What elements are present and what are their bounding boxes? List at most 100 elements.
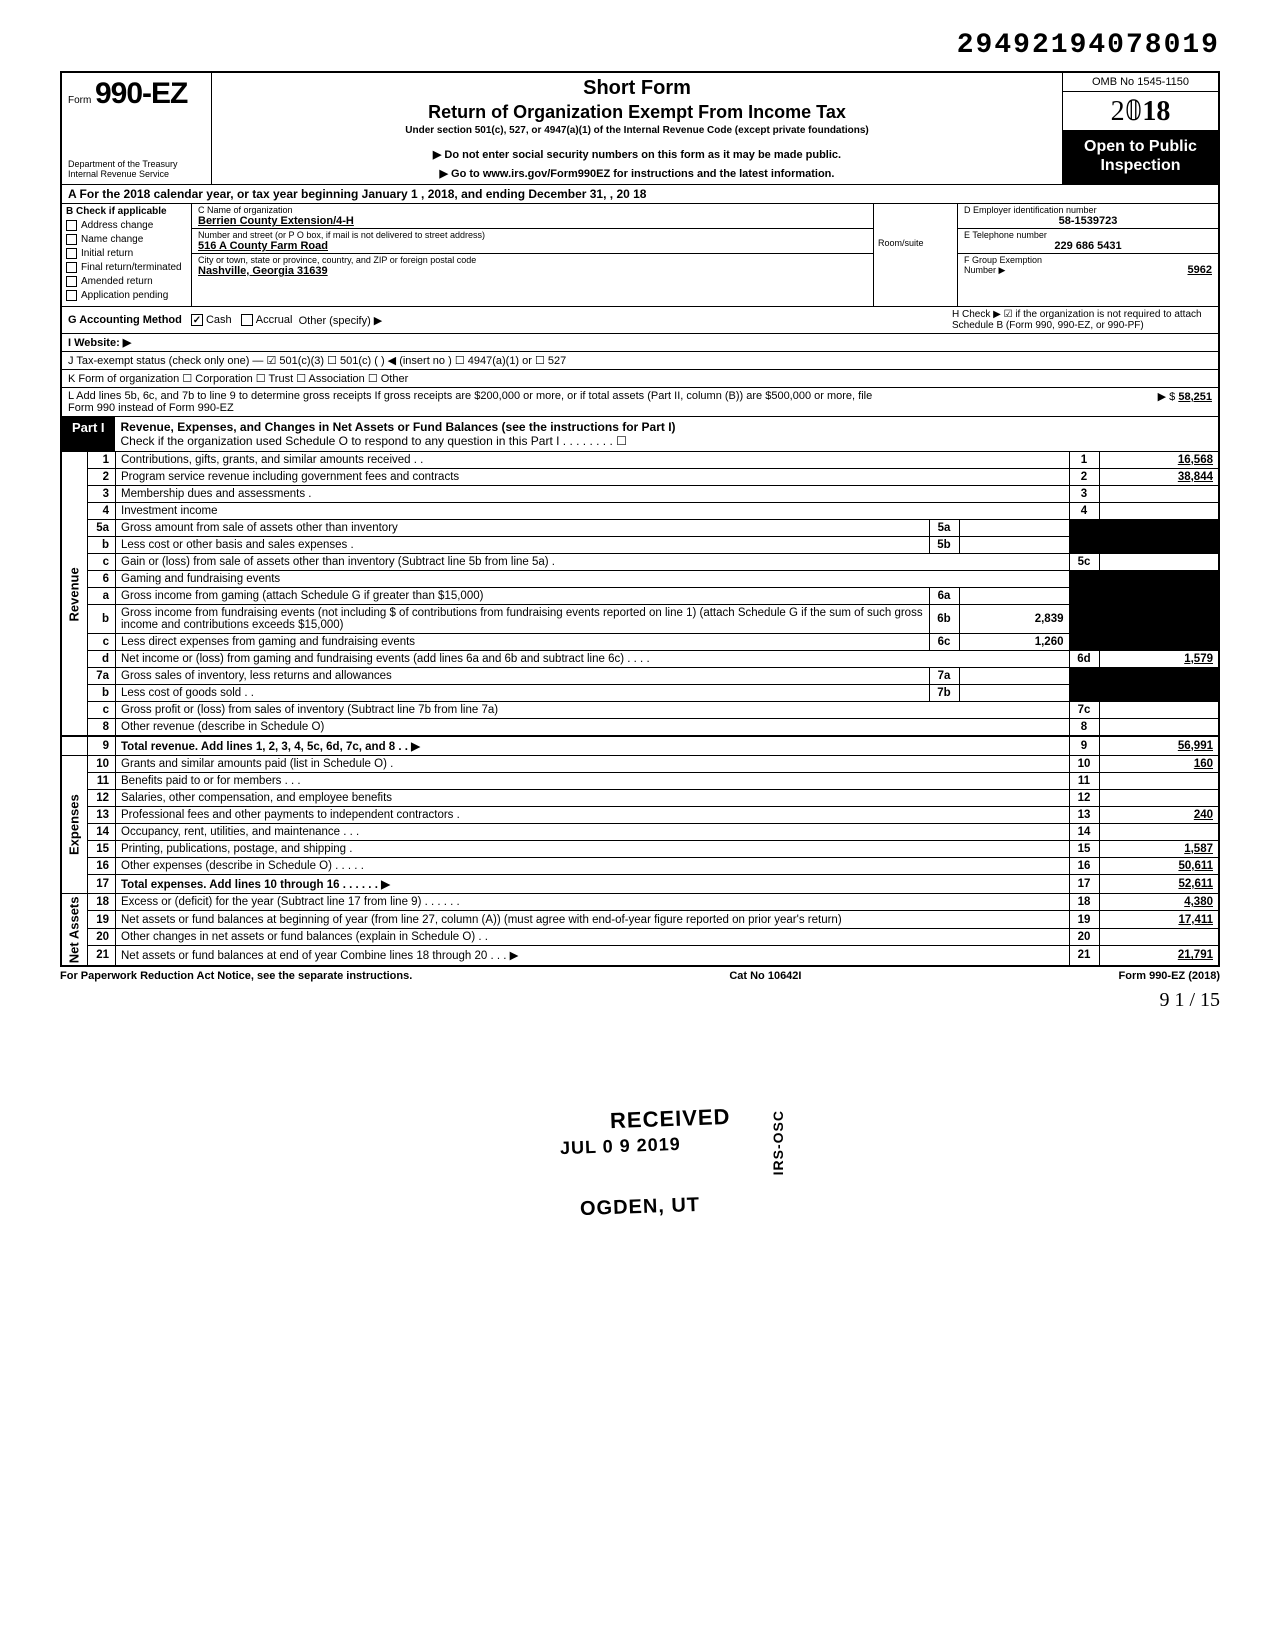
line-10-desc: Grants and similar amounts paid (list in…	[116, 756, 1070, 773]
line-14-num: 14	[88, 824, 116, 841]
label-application-pending: Application pending	[81, 290, 168, 301]
line-17-rn: 17	[1069, 875, 1099, 894]
checkbox-accrual[interactable]	[241, 314, 253, 326]
line-4-val	[1099, 503, 1219, 520]
form-prefix: Form	[68, 95, 91, 106]
line-4-rn: 4	[1069, 503, 1099, 520]
line-6d-desc: Net income or (loss) from gaming and fun…	[116, 651, 1070, 668]
line-11-num: 11	[88, 773, 116, 790]
line-9-desc: Total revenue. Add lines 1, 2, 3, 4, 5c,…	[121, 741, 420, 753]
line-4-desc: Investment income	[116, 503, 1070, 520]
side-netassets: Net Assets	[61, 894, 88, 966]
line-18-rn: 18	[1069, 894, 1099, 911]
line-5b-sv	[959, 537, 1069, 554]
line-12-num: 12	[88, 790, 116, 807]
footer-left: For Paperwork Reduction Act Notice, see …	[60, 970, 412, 982]
line-2-num: 2	[88, 469, 116, 486]
line-5a-sv	[959, 520, 1069, 537]
line-7a-sv	[959, 668, 1069, 685]
line-18-desc: Excess or (deficit) for the year (Subtra…	[116, 894, 1070, 911]
label-address-change: Address change	[81, 220, 153, 231]
line-18-num: 18	[88, 894, 116, 911]
spacer-rev	[61, 736, 88, 756]
checkbox-initial-return[interactable]	[66, 248, 77, 259]
part1-title: Revenue, Expenses, and Changes in Net As…	[121, 420, 1212, 434]
line-13-desc: Professional fees and other payments to …	[116, 807, 1070, 824]
line-7b-sn: 7b	[929, 685, 959, 702]
section-c: C Name of organization Berrien County Ex…	[192, 204, 873, 306]
line-6d-num: d	[88, 651, 116, 668]
phone-value: 229 686 5431	[964, 240, 1212, 252]
line-10-val: 160	[1099, 756, 1219, 773]
checkbox-cash[interactable]: ✓	[191, 314, 203, 326]
street-label: Number and street (or P O box, if mail i…	[198, 230, 867, 240]
line-6c-desc: Less direct expenses from gaming and fun…	[116, 634, 930, 651]
checkbox-address-change[interactable]	[66, 220, 77, 231]
footer-mid: Cat No 10642I	[729, 970, 801, 982]
line-4-num: 4	[88, 503, 116, 520]
row-l-value: 58,251	[1178, 391, 1212, 403]
org-name: Berrien County Extension/4-H	[198, 215, 354, 227]
line-6c-sv: 1,260	[959, 634, 1069, 651]
phone-label: E Telephone number	[964, 230, 1212, 240]
line-5c-num: c	[88, 554, 116, 571]
checkbox-final-return[interactable]	[66, 262, 77, 273]
line-10-rn: 10	[1069, 756, 1099, 773]
shaded-5ab-v	[1099, 520, 1219, 554]
line-7b-desc: Less cost of goods sold . .	[116, 685, 930, 702]
line-14-val	[1099, 824, 1219, 841]
row-g-h: G Accounting Method ✓Cash Accrual Other …	[60, 306, 1220, 333]
line-3-desc: Membership dues and assessments .	[116, 486, 1070, 503]
year-digits: 18	[1142, 96, 1170, 127]
do-not-enter: ▶ Do not enter social security numbers o…	[220, 148, 1054, 161]
footer: For Paperwork Reduction Act Notice, see …	[60, 967, 1220, 985]
part1-table: Revenue 1 Contributions, gifts, grants, …	[60, 451, 1220, 967]
line-15-rn: 15	[1069, 841, 1099, 858]
line-6b-desc: Gross income from fundraising events (no…	[116, 605, 930, 634]
shaded-5ab	[1069, 520, 1099, 554]
line-6a-sv	[959, 588, 1069, 605]
line-8-val	[1099, 719, 1219, 737]
line-3-num: 3	[88, 486, 116, 503]
group-exempt-label: F Group Exemption	[964, 255, 1042, 265]
line-2-rn: 2	[1069, 469, 1099, 486]
checkbox-application-pending[interactable]	[66, 290, 77, 301]
side-expenses: Expenses	[61, 756, 88, 894]
line-11-rn: 11	[1069, 773, 1099, 790]
line-5a-desc: Gross amount from sale of assets other t…	[116, 520, 930, 537]
line-11-desc: Benefits paid to or for members . . .	[116, 773, 1070, 790]
line-15-num: 15	[88, 841, 116, 858]
line-1-num: 1	[88, 452, 116, 469]
stamp-irs: IRS-OSC	[770, 1110, 786, 1175]
line-6-num: 6	[88, 571, 116, 588]
row-h: H Check ▶ ☑ if the organization is not r…	[952, 309, 1212, 331]
line-3-val	[1099, 486, 1219, 503]
line-7c-val	[1099, 702, 1219, 719]
line-6d-rn: 6d	[1069, 651, 1099, 668]
part1-header: Part I Revenue, Expenses, and Changes in…	[60, 416, 1220, 451]
stamp-received: RECEIVED	[610, 1104, 731, 1134]
org-name-label: C Name of organization	[198, 205, 293, 215]
line-8-rn: 8	[1069, 719, 1099, 737]
part1-check-line: Check if the organization used Schedule …	[121, 434, 1212, 448]
line-16-val: 50,611	[1099, 858, 1219, 875]
line-17-num: 17	[88, 875, 116, 894]
line-7a-sn: 7a	[929, 668, 959, 685]
line-7a-num: 7a	[88, 668, 116, 685]
label-name-change: Name change	[81, 234, 143, 245]
line-10-num: 10	[88, 756, 116, 773]
line-13-num: 13	[88, 807, 116, 824]
line-12-val	[1099, 790, 1219, 807]
line-9-val: 56,991	[1099, 736, 1219, 756]
row-a-tax-year: A For the 2018 calendar year, or tax yea…	[60, 184, 1220, 203]
section-def: D Employer identification number 58-1539…	[958, 204, 1218, 306]
line-5b-desc: Less cost or other basis and sales expen…	[116, 537, 930, 554]
row-k-form-org: K Form of organization ☐ Corporation ☐ T…	[60, 369, 1220, 387]
line-5c-rn: 5c	[1069, 554, 1099, 571]
checkbox-name-change[interactable]	[66, 234, 77, 245]
line-7c-num: c	[88, 702, 116, 719]
short-form-title: Short Form	[220, 77, 1054, 100]
line-15-val: 1,587	[1099, 841, 1219, 858]
checkbox-amended-return[interactable]	[66, 276, 77, 287]
stamp-ogden: OGDEN, UT	[580, 1194, 701, 1221]
